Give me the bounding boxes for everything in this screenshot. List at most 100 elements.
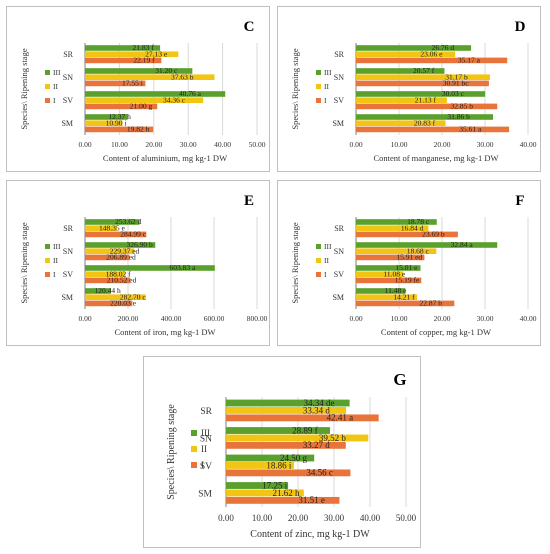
y-axis-label: Species\ Ripening stage xyxy=(290,48,300,129)
data-label: 18.78 c xyxy=(407,217,430,226)
data-label: 32.84 a xyxy=(451,240,474,249)
legend-label: II xyxy=(201,444,207,454)
chart-panel-copper: F 0.00 10.00 20.00 30.00 40.00 Content of copp… xyxy=(277,180,541,346)
x-tick-label: 10.00 xyxy=(391,140,408,149)
data-label: 26.76 d xyxy=(432,43,455,52)
x-tick-label: 200.00 xyxy=(118,314,139,323)
legend-swatch xyxy=(45,84,50,89)
category-label: SN xyxy=(63,247,73,256)
x-tick-label: 40.00 xyxy=(214,140,231,149)
bar-II xyxy=(226,489,304,497)
x-axis-label: Content of copper, mg kg-1 DW xyxy=(381,327,491,337)
category-label: SR xyxy=(334,224,344,233)
legend-swatch xyxy=(45,272,50,277)
data-label: 33.27 d xyxy=(303,440,331,450)
data-label: 188.02 f xyxy=(106,269,132,278)
bar-III xyxy=(85,68,193,74)
bar-I xyxy=(85,103,158,110)
legend-label: I xyxy=(201,460,204,470)
bar-II xyxy=(226,462,294,469)
bar-I xyxy=(356,103,498,110)
bar-I xyxy=(226,469,351,477)
bar-I xyxy=(226,441,346,449)
bar-III xyxy=(356,242,498,248)
bar-I xyxy=(356,254,425,261)
bar-I xyxy=(356,126,510,133)
bar-II xyxy=(226,434,369,442)
data-label: 120.44 h xyxy=(95,286,122,295)
bar-III xyxy=(85,219,140,225)
bar-I xyxy=(85,254,130,261)
data-label: 11.08 e xyxy=(383,269,405,278)
x-axis-label: Content of zinc, mg kg-1 DW xyxy=(250,529,370,540)
data-label: 284.99 c xyxy=(120,230,147,239)
category-label: SM xyxy=(198,489,212,499)
data-label: 229.37 ed xyxy=(110,246,140,255)
bar-III xyxy=(226,427,331,434)
legend-swatch xyxy=(316,98,321,103)
data-label: 15.19 fe xyxy=(395,276,420,285)
bar-III xyxy=(356,219,437,225)
chart-panel-aluminium: C 0.00 10.00 20.00 30.00 40.00 50.00 Content of… xyxy=(6,6,270,172)
category-label: SM xyxy=(61,119,73,128)
legend-label: I xyxy=(53,270,56,279)
legend-label: I xyxy=(324,270,327,279)
category-label: SR xyxy=(63,224,73,233)
bar-II xyxy=(85,74,215,81)
bar-I xyxy=(226,496,340,504)
data-label: 210.52 ed xyxy=(107,276,137,285)
category-label: SV xyxy=(63,270,73,279)
legend-label: III xyxy=(324,68,332,77)
x-tick-label: 600.00 xyxy=(204,314,225,323)
data-label: 21.83 f xyxy=(132,43,154,52)
x-tick-label: 20.00 xyxy=(145,140,162,149)
data-label: 326.90 b xyxy=(126,240,153,249)
chart-panel-manganese: D 0.00 10.00 20.00 30.00 40.00 Content of mang… xyxy=(277,6,541,172)
bar-III xyxy=(356,114,493,120)
data-label: 148.35 e xyxy=(99,223,126,232)
category-label: SR xyxy=(200,407,212,417)
x-tick-label: 40.00 xyxy=(360,513,381,523)
chart-svg: G 0.00 10.00 20.00 30.00 40.00 50.00 Content of… xyxy=(166,370,417,540)
data-label: 253.62 d xyxy=(115,217,142,226)
category-label: SM xyxy=(332,119,344,128)
legend-label: II xyxy=(324,256,329,265)
data-label: 30.03 c xyxy=(442,89,465,98)
bar-III xyxy=(85,288,111,294)
data-label: 21.00 g xyxy=(130,102,153,111)
legend-swatch xyxy=(316,272,321,277)
legend-swatch xyxy=(45,258,50,263)
data-label: 14.21 f xyxy=(393,292,415,301)
bar-II xyxy=(85,225,117,232)
x-tick-label: 0.00 xyxy=(349,314,362,323)
x-tick-label: 20.00 xyxy=(434,140,451,149)
x-axis-label: Content of iron, mg kg-1 DW xyxy=(114,327,215,337)
category-label: SV xyxy=(63,96,73,105)
bar-III xyxy=(356,91,486,97)
x-tick-label: 50.00 xyxy=(396,513,417,523)
bar-III xyxy=(356,68,445,74)
bar-II xyxy=(356,225,429,232)
bar-II xyxy=(356,74,491,81)
bar-I xyxy=(356,300,455,307)
legend-label: III xyxy=(53,68,61,77)
bar-III xyxy=(85,265,215,271)
chart-panel-iron: E 0.00 200.00 400.00 600.00 800.00 Content of … xyxy=(6,180,270,346)
data-label: 31.86 b xyxy=(447,112,470,121)
category-label: SM xyxy=(332,293,344,302)
data-label: 31.51 e xyxy=(298,495,325,505)
x-tick-label: 20.00 xyxy=(288,513,309,523)
data-label: 282.70 c xyxy=(120,292,147,301)
x-tick-label: 50.00 xyxy=(249,140,266,149)
data-label: 206.89 ed xyxy=(106,253,136,262)
x-tick-label: 0.00 xyxy=(218,513,234,523)
data-label: 10.90 i xyxy=(106,118,127,127)
bar-III xyxy=(85,91,226,97)
data-label: 32.85 b xyxy=(450,102,473,111)
data-label: 42.41 a xyxy=(327,413,354,423)
legend-label: II xyxy=(53,256,58,265)
bar-III xyxy=(85,45,161,51)
bar-III xyxy=(356,288,406,294)
data-label: 18.68 c xyxy=(407,246,430,255)
data-label: 40.76 a xyxy=(179,89,202,98)
